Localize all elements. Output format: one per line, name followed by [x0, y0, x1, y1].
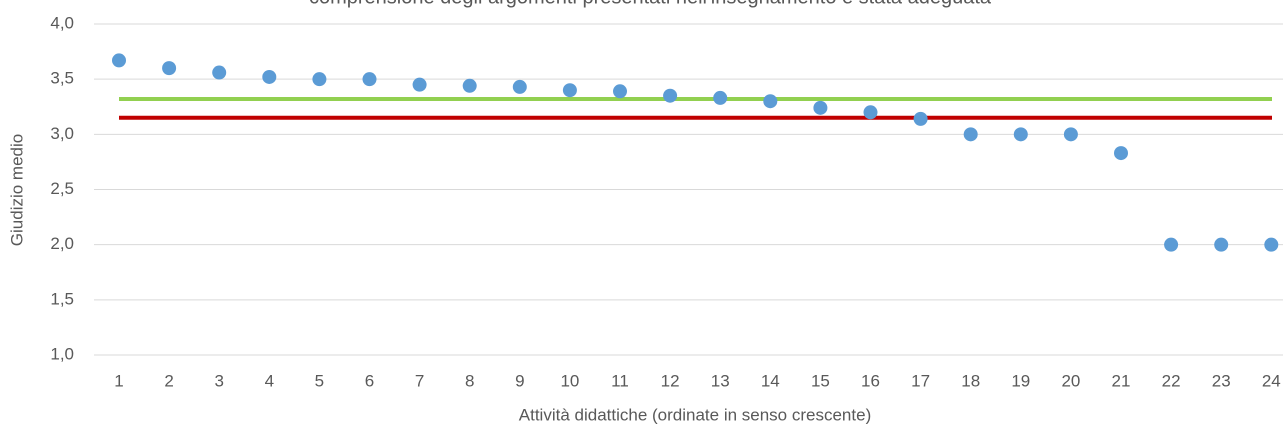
x-tick-label: 3 — [214, 371, 223, 390]
point — [1164, 237, 1179, 252]
x-tick-label: 24 — [1262, 371, 1281, 390]
point — [713, 90, 728, 105]
point — [362, 72, 377, 87]
point — [1063, 127, 1078, 142]
x-tick-label: 16 — [861, 371, 880, 390]
point — [162, 61, 177, 76]
point — [412, 77, 427, 92]
point — [813, 100, 828, 115]
point — [1013, 127, 1028, 142]
y-tick-label: 1,0 — [50, 344, 74, 363]
point — [462, 78, 477, 93]
x-tick-label: 23 — [1212, 371, 1231, 390]
chart-title: comprensione degli argomenti presentati … — [309, 0, 992, 8]
point — [963, 127, 978, 142]
x-tick-label: 15 — [811, 371, 830, 390]
x-tick-label: 20 — [1061, 371, 1080, 390]
y-tick-label: 2,5 — [50, 179, 74, 198]
y-tick-label: 1,5 — [50, 289, 74, 308]
y-tick-label: 4,0 — [50, 13, 74, 32]
x-tick-label: 18 — [961, 371, 980, 390]
point — [112, 53, 126, 68]
x-axis-label: Attività didattiche (ordinate in senso c… — [519, 405, 871, 424]
point — [1264, 237, 1279, 252]
point — [613, 84, 627, 99]
point — [1214, 237, 1229, 252]
x-tick-label: 7 — [415, 371, 424, 390]
point — [512, 79, 527, 94]
x-tick-label: 8 — [465, 371, 474, 390]
x-tick-label: 9 — [515, 371, 524, 390]
point — [1114, 146, 1128, 161]
x-tick-label: 13 — [711, 371, 730, 390]
x-tick-label: 19 — [1011, 371, 1030, 390]
y-tick-label: 3,5 — [50, 69, 74, 88]
x-tick-label: 2 — [164, 371, 173, 390]
x-tick-label: 22 — [1162, 371, 1181, 390]
point — [312, 72, 327, 87]
x-tick-label: 21 — [1112, 371, 1131, 390]
point — [262, 69, 277, 84]
x-tick-label: 17 — [911, 371, 930, 390]
y-tick-label: 3,0 — [50, 124, 74, 143]
x-tick-label: 6 — [365, 371, 374, 390]
x-tick-label: 5 — [315, 371, 324, 390]
x-tick-label: 14 — [761, 371, 780, 390]
point — [663, 88, 678, 103]
point — [863, 105, 878, 120]
x-tick-label: 10 — [560, 371, 579, 390]
point — [212, 65, 227, 80]
x-tick-label: 1 — [114, 371, 123, 390]
x-tick-label: 12 — [661, 371, 680, 390]
x-tick-label: 4 — [265, 371, 274, 390]
y-axis-label: Giudizio medio — [7, 134, 26, 246]
point — [562, 83, 577, 98]
y-tick-label: 2,0 — [50, 234, 74, 253]
point — [763, 94, 778, 109]
x-tick-label: 11 — [611, 371, 629, 390]
point — [913, 111, 928, 126]
